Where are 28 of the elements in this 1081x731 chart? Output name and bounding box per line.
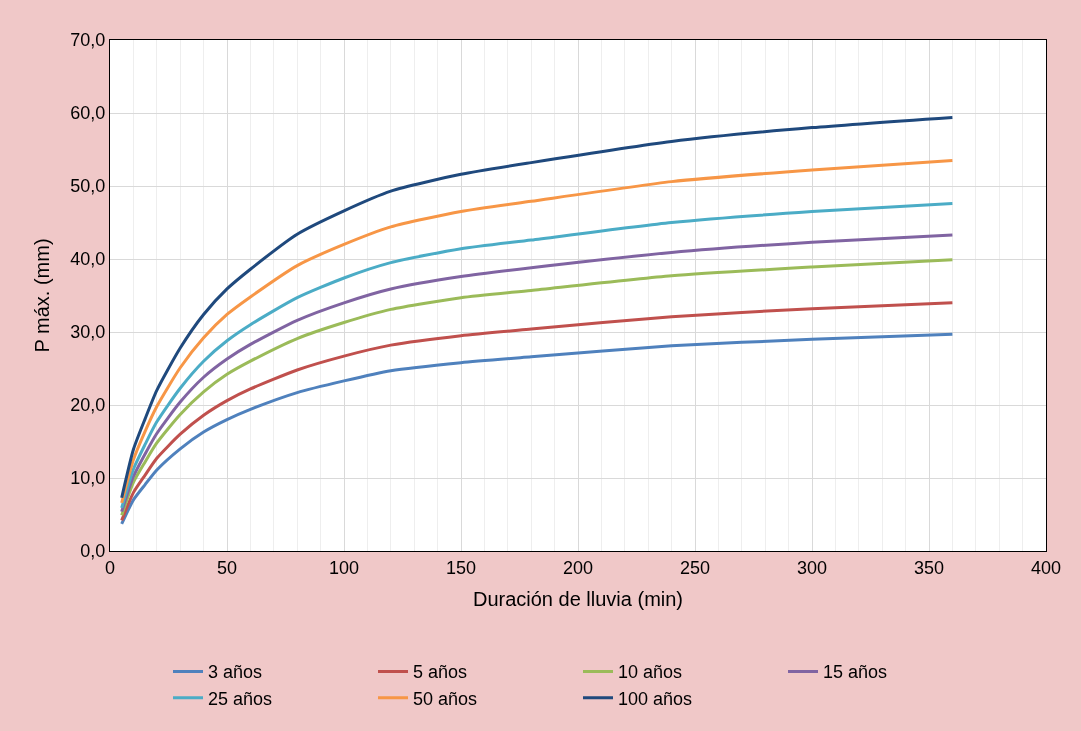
x-tick-label: 200	[562, 557, 594, 578]
y-tick-label: 70,0	[70, 30, 106, 51]
x-tick-label: 150	[445, 557, 477, 578]
y-tick-label: 40,0	[70, 249, 106, 270]
line-series	[120, 301, 954, 522]
legend-label: 3 años	[208, 662, 263, 683]
legend-label: 10 años	[618, 662, 683, 683]
x-axis-title: Duración de lluvia (min)	[472, 588, 684, 611]
x-tick-label: 250	[679, 557, 711, 578]
legend-label: 25 años	[208, 688, 273, 709]
legend-label: 50 años	[413, 688, 478, 709]
x-tick-label: 100	[328, 557, 360, 578]
x-tick-label: 300	[796, 557, 828, 578]
x-tick-label: 400	[1030, 557, 1062, 578]
legend-label: 15 años	[823, 662, 888, 683]
legend-label: 100 años	[618, 688, 693, 709]
y-tick-label: 60,0	[70, 103, 106, 124]
legend-label: 5 años	[413, 662, 468, 683]
y-tick-label: 30,0	[70, 322, 106, 343]
y-axis-title: P máx. (mm)	[30, 238, 53, 353]
y-tick-label: 0,0	[80, 541, 106, 562]
x-tick-label: 50	[216, 557, 238, 578]
x-tick-label: 350	[913, 557, 945, 578]
y-tick-label: 10,0	[70, 468, 106, 489]
x-tick-label: 0	[104, 557, 116, 578]
y-tick-label: 50,0	[70, 176, 106, 197]
y-tick-label: 20,0	[70, 395, 106, 416]
line-series	[120, 332, 954, 526]
